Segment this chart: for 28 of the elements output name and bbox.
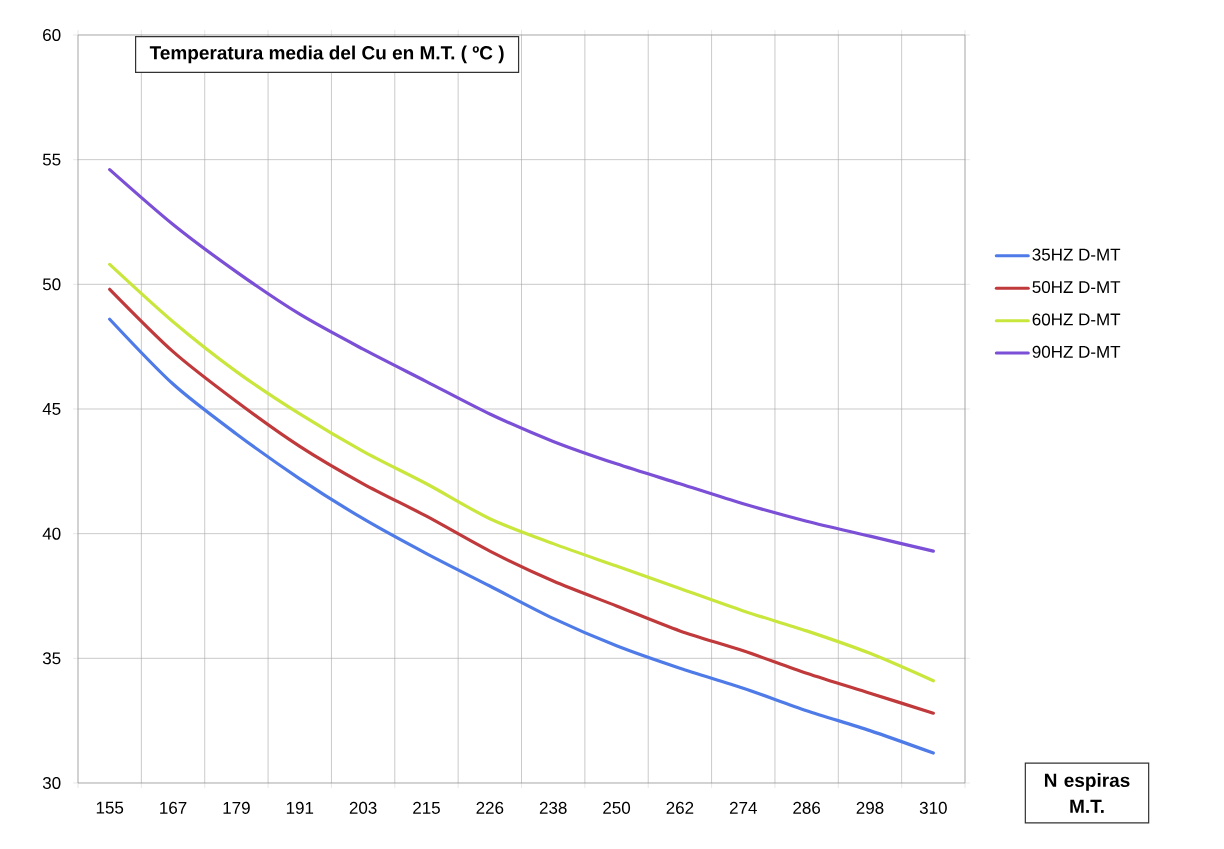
x-tick-label: 298 [856, 801, 884, 814]
x-tick-label: 274 [729, 801, 757, 814]
y-tick-label: 45 [42, 403, 61, 415]
legend-label: 35HZ D-MT [1032, 248, 1121, 261]
x-tick-label: 226 [476, 801, 504, 814]
line-series [108, 168, 935, 553]
x-tick-label: 262 [666, 801, 694, 814]
y-tick-label: 55 [42, 153, 61, 166]
x-tick-label: 310 [919, 801, 947, 814]
legend-label: 90HZ D-MT [1032, 345, 1121, 358]
x-tick-label: 238 [539, 801, 567, 814]
x-axis-title: N espiras M.T. [1044, 773, 1130, 813]
y-tick-label: 30 [42, 776, 61, 790]
legend-label: 60HZ D-MT [1032, 313, 1121, 326]
legend-label: 50HZ D-MT [1032, 281, 1121, 294]
x-tick-label: 191 [286, 801, 314, 814]
x-tick-label: 167 [160, 801, 187, 814]
x-tick-label: 203 [349, 801, 377, 814]
y-tick-label: 40 [42, 527, 61, 540]
text: Temperatura media del Cu en M.T. ( ºC ) [149, 45, 504, 64]
x-tick-label: 179 [223, 801, 250, 814]
x-tick-label: 215 [413, 801, 440, 814]
y-tick-label: 35 [42, 652, 61, 665]
y-tick-label: 50 [42, 278, 61, 291]
x-tick-label: 250 [603, 801, 631, 814]
x-tick-label: 286 [793, 801, 821, 814]
x-tick-label: 155 [96, 801, 124, 814]
y-tick-label: 60 [43, 28, 61, 42]
